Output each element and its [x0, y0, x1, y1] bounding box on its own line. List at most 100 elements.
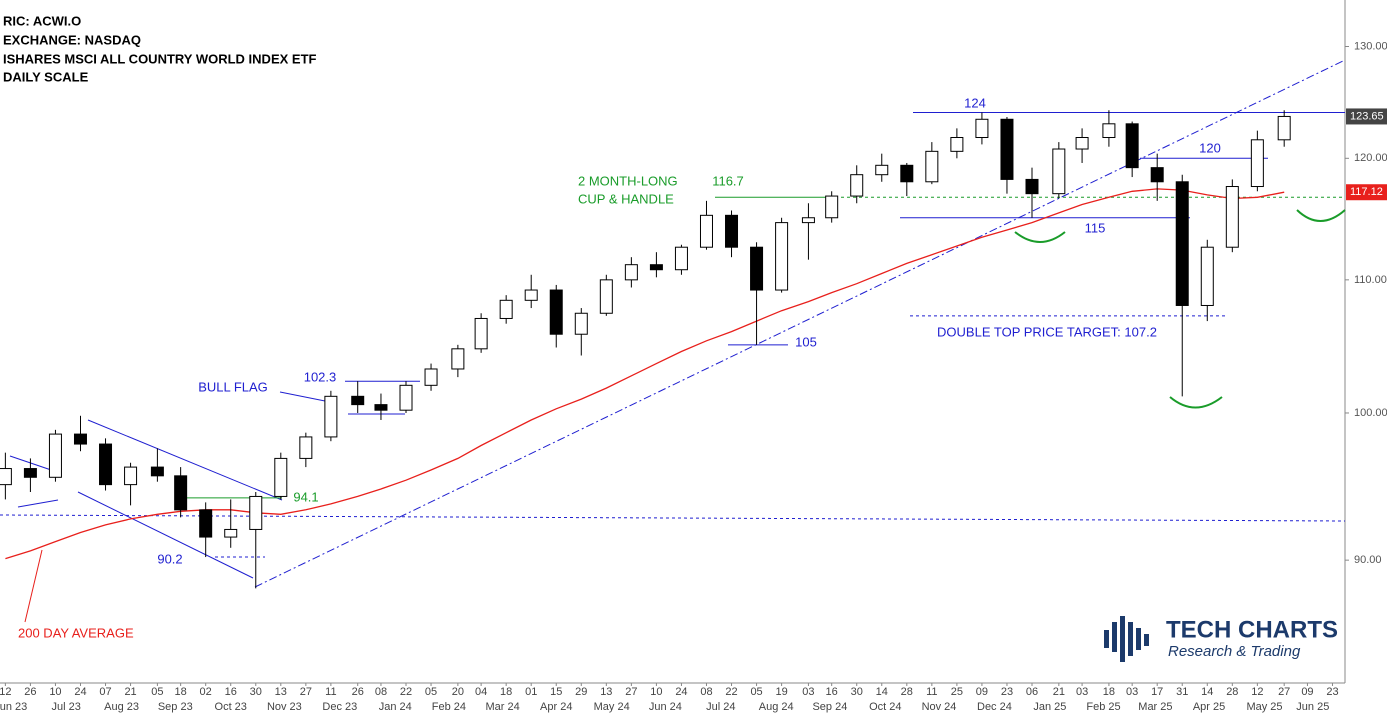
x-month-label: Jan 25	[1033, 701, 1066, 713]
candle-body	[1150, 167, 1164, 183]
arc	[1014, 231, 1066, 243]
candle-body	[174, 475, 188, 511]
x-month-label: Sep 23	[158, 701, 193, 713]
x-tick-label: 16	[225, 686, 237, 698]
logo-subtitle: Research & Trading	[1168, 643, 1301, 660]
x-month-label: Oct 23	[215, 701, 247, 713]
x-tick-label: 27	[1278, 686, 1290, 698]
candle-body	[950, 137, 964, 152]
candle-body	[574, 312, 588, 335]
candle-body	[150, 466, 164, 477]
candle-body	[699, 214, 713, 248]
x-month-label: Jun 23	[0, 701, 27, 713]
candle-body	[1277, 115, 1291, 141]
candle-body	[224, 528, 238, 538]
candle-body	[249, 495, 263, 530]
x-tick-label: 21	[124, 686, 136, 698]
trendline	[254, 59, 1346, 588]
x-tick-label: 13	[600, 686, 612, 698]
candle-body	[801, 217, 815, 224]
x-month-label: Jun 25	[1296, 701, 1329, 713]
x-tick-label: 29	[575, 686, 587, 698]
candle-body	[674, 246, 688, 271]
support-line	[0, 514, 1346, 522]
x-tick-label: 14	[1201, 686, 1213, 698]
candle-body	[23, 468, 37, 478]
candle-body	[925, 150, 939, 183]
candle-body	[424, 368, 438, 386]
header-line: DAILY SCALE	[3, 69, 89, 84]
candle-body	[649, 264, 663, 271]
x-tick-label: 24	[675, 686, 687, 698]
candle-body	[1075, 137, 1089, 150]
series-last-label: 117.12	[1350, 186, 1383, 198]
y-tick-label: 90.00	[1354, 554, 1382, 566]
x-tick-label: 23	[1001, 686, 1013, 698]
y-tick-label: 120.00	[1354, 152, 1387, 164]
header-line: ISHARES MSCI ALL COUNTRY WORLD INDEX ETF	[3, 51, 317, 66]
candle-body	[451, 348, 465, 370]
x-tick-label: 25	[951, 686, 963, 698]
header-line: RIC: ACWI.O	[3, 13, 81, 28]
pointer-line	[24, 549, 43, 623]
x-tick-label: 05	[151, 686, 163, 698]
x-month-label: Mar 24	[485, 701, 519, 713]
x-month-label: May 25	[1246, 701, 1282, 713]
candle-body	[324, 395, 338, 438]
x-tick-label: 03	[802, 686, 814, 698]
header-line: EXCHANGE: NASDAQ	[3, 32, 141, 47]
x-tick-label: 09	[1301, 686, 1313, 698]
candle-body	[351, 395, 365, 406]
x-tick-label: 14	[876, 686, 888, 698]
candle-body	[499, 299, 513, 319]
x-tick-label: 10	[650, 686, 662, 698]
trend-lines	[0, 59, 1346, 588]
x-tick-label: 08	[700, 686, 712, 698]
x-month-label: Apr 25	[1193, 701, 1225, 713]
level-label: 115	[1085, 220, 1106, 235]
series-label: 200 DAY AVERAGE	[18, 625, 134, 640]
pointer-line	[279, 391, 331, 403]
candle-body	[124, 466, 138, 486]
x-tick-label: 05	[425, 686, 437, 698]
arc	[1169, 396, 1223, 409]
candle-body	[975, 118, 989, 139]
annotation: BULL FLAG	[198, 379, 268, 394]
x-month-label: Aug 23	[104, 701, 139, 713]
level-label: 116.7	[712, 173, 744, 188]
x-tick-label: 12	[0, 686, 11, 698]
candle-body	[750, 246, 764, 291]
candle-body	[99, 443, 113, 486]
level-label: 94.1	[293, 489, 318, 504]
candle-body	[1000, 118, 1014, 180]
candle-body	[725, 214, 739, 248]
candle-body	[48, 433, 62, 478]
x-month-label: Sep 24	[812, 701, 847, 713]
x-tick-label: 08	[375, 686, 387, 698]
x-month-label: Jul 24	[706, 701, 735, 713]
channel-line	[87, 419, 283, 501]
candle-body	[1102, 123, 1116, 139]
y-tick-label: 130.00	[1354, 40, 1387, 52]
x-tick-label: 28	[1226, 686, 1238, 698]
candle-body	[1225, 186, 1239, 248]
candle-body	[1025, 178, 1039, 195]
x-month-label: Nov 23	[267, 701, 302, 713]
x-month-label: Dec 24	[977, 701, 1012, 713]
logo-title: TECH CHARTS	[1166, 616, 1338, 643]
last-price-label-box	[1346, 108, 1387, 125]
x-tick-label: 21	[1053, 686, 1065, 698]
x-tick-label: 11	[926, 686, 937, 698]
candle-body	[624, 264, 638, 281]
candle-body	[1200, 246, 1214, 306]
x-month-label: Jun 24	[649, 701, 682, 713]
logo-icon	[1104, 616, 1149, 662]
x-tick-label: 19	[775, 686, 787, 698]
x-tick-label: 02	[200, 686, 212, 698]
x-tick-label: 26	[352, 686, 364, 698]
candle-body	[524, 289, 538, 301]
x-tick-label: 27	[625, 686, 637, 698]
x-tick-label: 09	[976, 686, 988, 698]
candle-body	[374, 404, 388, 411]
level-label: 90.2	[157, 551, 182, 566]
